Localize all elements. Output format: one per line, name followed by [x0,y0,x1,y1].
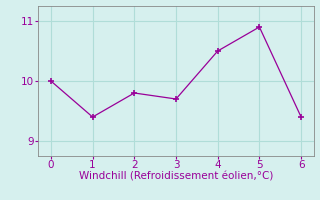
X-axis label: Windchill (Refroidissement éolien,°C): Windchill (Refroidissement éolien,°C) [79,172,273,182]
